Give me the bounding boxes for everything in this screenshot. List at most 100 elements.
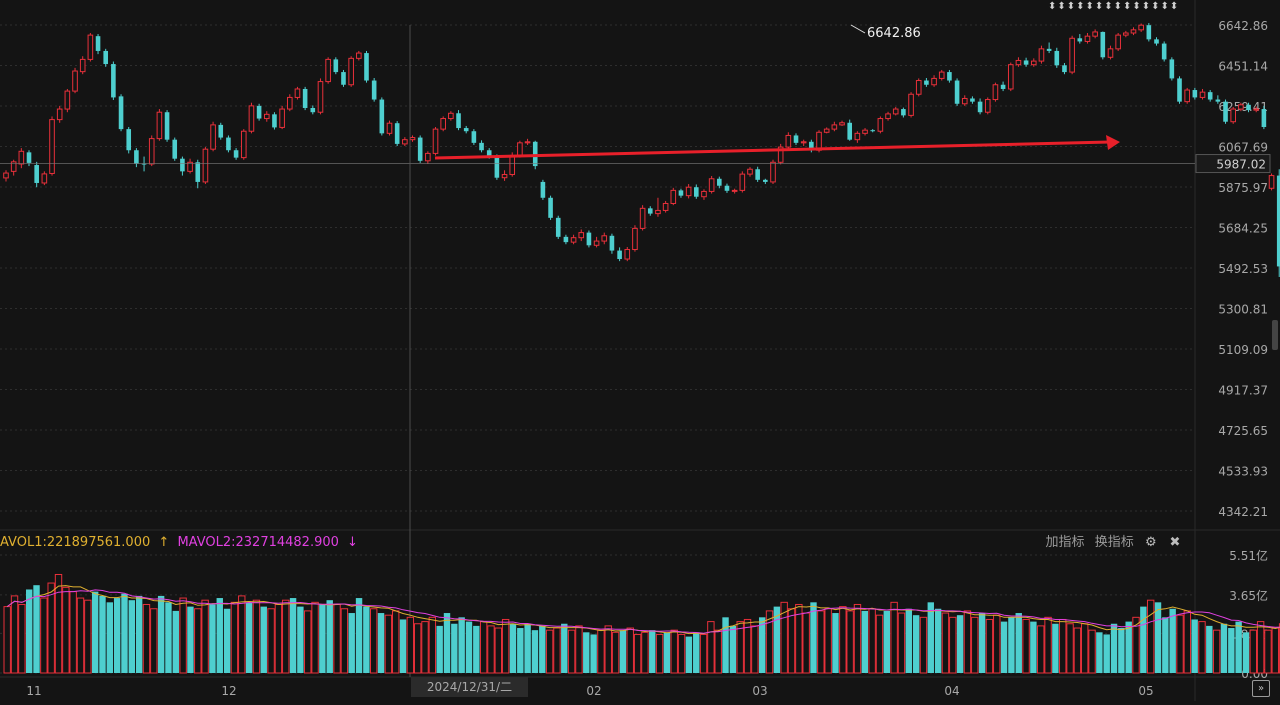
trend-arrow-head xyxy=(1106,135,1120,150)
volume-bar-up xyxy=(670,629,678,674)
price-tick-label: 6067.69 xyxy=(1218,141,1268,155)
volume-bar-down xyxy=(693,632,700,673)
candle-body-up xyxy=(248,105,255,132)
volume-bar-up xyxy=(3,606,11,674)
volume-bar-up xyxy=(150,608,158,674)
candle-body-down xyxy=(494,156,500,178)
volume-bar-up xyxy=(963,610,972,674)
candle-body-up xyxy=(72,70,78,92)
volume-bar-down xyxy=(1220,623,1228,673)
candle-body-down xyxy=(126,129,132,151)
volume-bar-down xyxy=(443,613,451,673)
candle-body-up xyxy=(56,108,63,121)
candle-body-up xyxy=(800,141,807,144)
scrollbar-handle[interactable] xyxy=(1272,320,1278,350)
volume-bar-up xyxy=(1183,610,1192,674)
volume-bar-up xyxy=(1022,618,1030,674)
candle-body-up xyxy=(885,113,891,120)
candle-body-down xyxy=(226,137,231,151)
candle-body-up xyxy=(892,108,899,115)
candle-body-up xyxy=(1199,91,1206,98)
candle-body-down xyxy=(172,139,178,159)
volume-bar-down xyxy=(912,615,920,673)
candle-body-up xyxy=(1238,104,1244,110)
volume-bar-down xyxy=(517,628,524,673)
volume-bar-up xyxy=(274,603,283,674)
candle-body-down xyxy=(586,232,592,246)
candle-body-down xyxy=(532,141,538,167)
candle-body-down xyxy=(1276,175,1280,267)
volume-bar-down xyxy=(165,602,172,673)
candle-body-up xyxy=(601,235,608,242)
candle-body-up xyxy=(1184,89,1190,103)
volume-bar-down xyxy=(91,591,99,673)
volume-bar-up xyxy=(18,603,26,674)
volume-bar-up xyxy=(853,603,862,674)
volume-bar-up xyxy=(707,621,715,674)
volume-bar-down xyxy=(956,615,964,673)
toolbar-icons[interactable]: ⬍⬍⬍⬍⬍⬍⬍⬍⬍⬍⬍⬍⬍⬍ xyxy=(1048,1,1180,12)
volume-bar-up xyxy=(1081,623,1089,674)
volume-bar-down xyxy=(509,623,517,673)
candle-body-down xyxy=(310,107,316,113)
price-tick-label: 4533.93 xyxy=(1218,465,1268,479)
volume-bar-down xyxy=(1096,632,1103,673)
candle-body-up xyxy=(1253,108,1260,111)
scroll-right-button[interactable]: » xyxy=(1252,680,1270,697)
candle-body-up xyxy=(961,97,968,105)
volume-bar-down xyxy=(223,608,231,673)
volume-bar-down xyxy=(663,632,671,673)
candle-body-up xyxy=(593,240,600,246)
candle-body-up xyxy=(1015,59,1022,66)
volume-bar-up xyxy=(743,618,752,674)
volume-bar-up xyxy=(597,629,605,674)
candle-body-down xyxy=(394,123,400,144)
volume-bar-down xyxy=(377,613,385,673)
candle-body-up xyxy=(156,111,163,140)
candle-body-down xyxy=(1161,43,1167,60)
add-indicator-button[interactable]: 加指标 xyxy=(1045,535,1085,550)
candle-body-up xyxy=(286,96,293,110)
volume-bar-down xyxy=(531,630,539,673)
mavol1-line xyxy=(6,585,1280,635)
volume-bar-down xyxy=(590,634,597,673)
volume-bar-down xyxy=(473,625,480,673)
volume-bar-down xyxy=(436,625,443,673)
volume-bar-down xyxy=(1110,623,1118,673)
volume-bar-up xyxy=(413,623,422,674)
candle-body-down xyxy=(141,163,147,165)
candle-body-up xyxy=(670,189,677,204)
volume-bar-up xyxy=(487,625,495,674)
volume-bar-up xyxy=(897,612,906,674)
switch-indicator-button[interactable]: 换指标 xyxy=(1094,535,1134,550)
volume-bar-down xyxy=(1052,623,1059,673)
volume-bar-up xyxy=(384,614,393,674)
volume-bar-up xyxy=(1176,614,1184,674)
volume-bar-down xyxy=(113,598,121,673)
candle-body-down xyxy=(1077,38,1083,42)
candle-body-down xyxy=(471,131,477,143)
volume-bar-up xyxy=(868,608,876,674)
candle-body-up xyxy=(854,132,861,141)
date-tick-label: 11 xyxy=(26,684,41,698)
volume-bar-up xyxy=(846,610,854,674)
candle-body-up xyxy=(1130,29,1137,34)
candle-body-down xyxy=(847,122,852,140)
gear-icon[interactable]: ⚙ xyxy=(1145,535,1157,550)
volume-bar-down xyxy=(451,623,458,673)
volume-bar-down xyxy=(649,630,656,673)
candle-body-up xyxy=(831,124,838,130)
close-icon[interactable]: ✖ xyxy=(1169,535,1181,550)
candle-body-up xyxy=(64,90,71,110)
candle-body-up xyxy=(325,58,331,83)
candle-body-up xyxy=(578,232,585,239)
candle-body-down xyxy=(1023,60,1029,65)
candle-body-down xyxy=(218,124,224,138)
candle-body-down xyxy=(164,112,170,140)
candle-body-down xyxy=(1046,48,1052,51)
volume-bar-up xyxy=(76,597,85,674)
volume-bar-up xyxy=(267,608,275,674)
volume-bar-up xyxy=(501,618,510,674)
